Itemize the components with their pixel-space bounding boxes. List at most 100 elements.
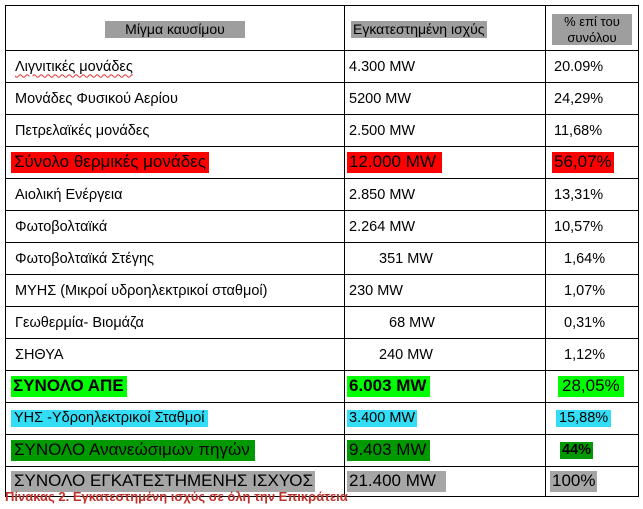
percent-value: 15,88% (556, 409, 612, 428)
percent-value: 1,07% (564, 282, 606, 299)
fuel-name: Αιολική Ενέργεια (15, 186, 123, 203)
table-row-res-total: ΣΥΝΟΛΟ ΑΠΕ 6.003 MW 28,05% (5, 370, 639, 403)
header-percent-cell: % επί του συνόλου (545, 5, 639, 51)
header-installed-power: Εγκατεστημένη ισχύς (351, 21, 488, 38)
table-header-row: Μίγμα καυσίμου Εγκατεστημένη ισχύς % επί… (5, 5, 639, 51)
power-cell: 68 MW (344, 306, 546, 339)
percent-value: 11,68% (554, 122, 603, 139)
fuel-name: Λιγνιτικές μονάδες (15, 58, 133, 75)
header-fuel-mix: Μίγμα καυσίμου (105, 21, 245, 38)
fuel-name-cell: ΜΥΗΣ (Μικροί υδροηλεκτρικοί σταθμοί) (5, 274, 345, 307)
header-fuel-mix-cell: Μίγμα καυσίμου (5, 5, 345, 51)
power-cell: 4.300 MW (344, 50, 546, 83)
percent-value: 0,31% (564, 314, 606, 331)
table-row: Φωτοβολταϊκά 2.264 MW 10,57% (5, 210, 639, 243)
percent-value: 24,29% (554, 90, 604, 107)
power-value: 21.400 MW (347, 471, 446, 492)
percent-cell: 44% (545, 434, 639, 467)
percent-value: 56,07% (552, 152, 614, 173)
power-cell: 6.003 MW (344, 370, 546, 403)
power-cell: 3.400 MW (344, 402, 546, 435)
table-row-renewables-total: ΣΥΝΟΛΟ Ανανεώσιμων πηγών 9.403 MW 44% (5, 434, 639, 467)
fuel-name-cell: Φωτοβολταϊκά Στέγης (5, 242, 345, 275)
table-row-thermal-total: Σύνολο θερμικές μονάδες 12.000 MW 56,07% (5, 146, 639, 179)
power-cell: 351 MW (344, 242, 546, 275)
table-row: ΜΥΗΣ (Μικροί υδροηλεκτρικοί σταθμοί) 230… (5, 274, 639, 307)
percent-cell: 56,07% (545, 146, 639, 179)
power-value: 3.400 MW (347, 409, 418, 428)
percent-cell: 1,64% (545, 242, 639, 275)
fuel-name-cell: Σύνολο θερμικές μονάδες (5, 146, 345, 179)
power-value: 4.300 MW (349, 58, 416, 75)
table-row: Αιολική Ενέργεια 2.850 MW 13,31% (5, 178, 639, 211)
percent-cell: 1,07% (545, 274, 639, 307)
fuel-name-cell: Αιολική Ενέργεια (5, 178, 345, 211)
power-value: 6.003 MW (347, 376, 431, 397)
power-cell: 9.403 MW (344, 434, 546, 467)
fuel-name: Φωτοβολταϊκά (15, 218, 108, 235)
header-installed-power-cell: Εγκατεστημένη ισχύς (344, 5, 546, 51)
fuel-name: ΣΥΝΟΛΟ ΕΓΚΑΤΕΣΤΗΜΕΝΗΣ ΙΣΧΥΟΣ (11, 471, 315, 492)
fuel-name: ΣΗΘΥΑ (15, 346, 64, 363)
table-row: Πετρελαϊκές μονάδες 2.500 MW 11,68% (5, 114, 639, 147)
fuel-name-cell: ΣΥΝΟΛΟ Ανανεώσιμων πηγών (5, 434, 345, 467)
percent-cell: 0,31% (545, 306, 639, 339)
percent-value: 10,57% (554, 218, 604, 235)
percent-value: 28,05% (558, 376, 624, 397)
fuel-name: ΣΥΝΟΛΟ Ανανεώσιμων πηγών (11, 440, 255, 461)
power-cell: 21.400 MW (344, 466, 546, 497)
percent-cell: 100% (545, 466, 639, 497)
fuel-name: Πετρελαϊκές μονάδες (15, 122, 150, 139)
fuel-name-cell: ΣΥΝΟΛΟ ΑΠΕ (5, 370, 345, 403)
power-cell: 2.264 MW (344, 210, 546, 243)
percent-cell: 28,05% (545, 370, 639, 403)
header-percent-of-total: % επί του συνόλου (552, 13, 632, 46)
power-cell: 230 MW (344, 274, 546, 307)
fuel-name-cell: ΣΥΝΟΛΟ ΕΓΚΑΤΕΣΤΗΜΕΝΗΣ ΙΣΧΥΟΣ (5, 466, 345, 497)
power-value: 2.264 MW (349, 218, 416, 235)
percent-cell: 15,88% (545, 402, 639, 435)
table-row: Λιγνιτικές μονάδες 4.300 MW 20.09% (5, 50, 639, 83)
percent-value: 1,12% (564, 346, 606, 363)
percent-value: 100% (550, 471, 598, 492)
percent-value: 20.09% (554, 58, 604, 75)
power-cell: 2.500 MW (344, 114, 546, 147)
table-caption: Πίνακας 2. Εγκατεστημένη ισχύς σε όλη τη… (5, 489, 348, 504)
fuel-name: Σύνολο θερμικές μονάδες (11, 152, 209, 173)
percent-cell: 13,31% (545, 178, 639, 211)
power-value: 230 MW (349, 282, 403, 299)
power-value: 5200 MW (349, 90, 412, 107)
power-cell: 5200 MW (344, 82, 546, 115)
percent-value: 1,64% (564, 250, 606, 267)
table-row: ΣΗΘΥΑ 240 MW 1,12% (5, 338, 639, 371)
fuel-name: Φωτοβολταϊκά Στέγης (15, 250, 155, 267)
fuel-name: ΥΗΣ -Υδροηλεκτρικοί Σταθμοί (11, 409, 208, 428)
power-capacity-table: Μίγμα καυσίμου Εγκατεστημένη ισχύς % επί… (5, 5, 639, 497)
fuel-name: Μονάδες Φυσικού Αερίου (15, 90, 178, 107)
table-row-hydro: ΥΗΣ -Υδροηλεκτρικοί Σταθμοί 3.400 MW 15,… (5, 402, 639, 435)
power-value: 9.403 MW (347, 440, 431, 461)
fuel-name-cell: Φωτοβολταϊκά (5, 210, 345, 243)
power-value: 351 MW (379, 250, 433, 267)
fuel-name-cell: Γεωθερμία- Βιομάζα (5, 306, 345, 339)
fuel-name: ΣΥΝΟΛΟ ΑΠΕ (11, 376, 127, 397)
percent-cell: 24,29% (545, 82, 639, 115)
power-cell: 12.000 MW (344, 146, 546, 179)
fuel-name-cell: Λιγνιτικές μονάδες (5, 50, 345, 83)
percent-value: 13,31% (554, 186, 604, 203)
power-value: 240 MW (379, 346, 433, 363)
table-row-grand-total: ΣΥΝΟΛΟ ΕΓΚΑΤΕΣΤΗΜΕΝΗΣ ΙΣΧΥΟΣ 21.400 MW 1… (5, 466, 639, 497)
table-row: Φωτοβολταϊκά Στέγης 351 MW 1,64% (5, 242, 639, 275)
fuel-name-cell: ΣΗΘΥΑ (5, 338, 345, 371)
power-value: 2.500 MW (349, 122, 416, 139)
fuel-name: ΜΥΗΣ (Μικροί υδροηλεκτρικοί σταθμοί) (15, 282, 268, 299)
power-value: 12.000 MW (347, 152, 442, 173)
percent-cell: 1,12% (545, 338, 639, 371)
fuel-name-cell: ΥΗΣ -Υδροηλεκτρικοί Σταθμοί (5, 402, 345, 435)
table-row: Μονάδες Φυσικού Αερίου 5200 MW 24,29% (5, 82, 639, 115)
power-value: 2.850 MW (349, 186, 416, 203)
fuel-name-cell: Πετρελαϊκές μονάδες (5, 114, 345, 147)
percent-cell: 11,68% (545, 114, 639, 147)
fuel-name-cell: Μονάδες Φυσικού Αερίου (5, 82, 345, 115)
table-row: Γεωθερμία- Βιομάζα 68 MW 0,31% (5, 306, 639, 339)
